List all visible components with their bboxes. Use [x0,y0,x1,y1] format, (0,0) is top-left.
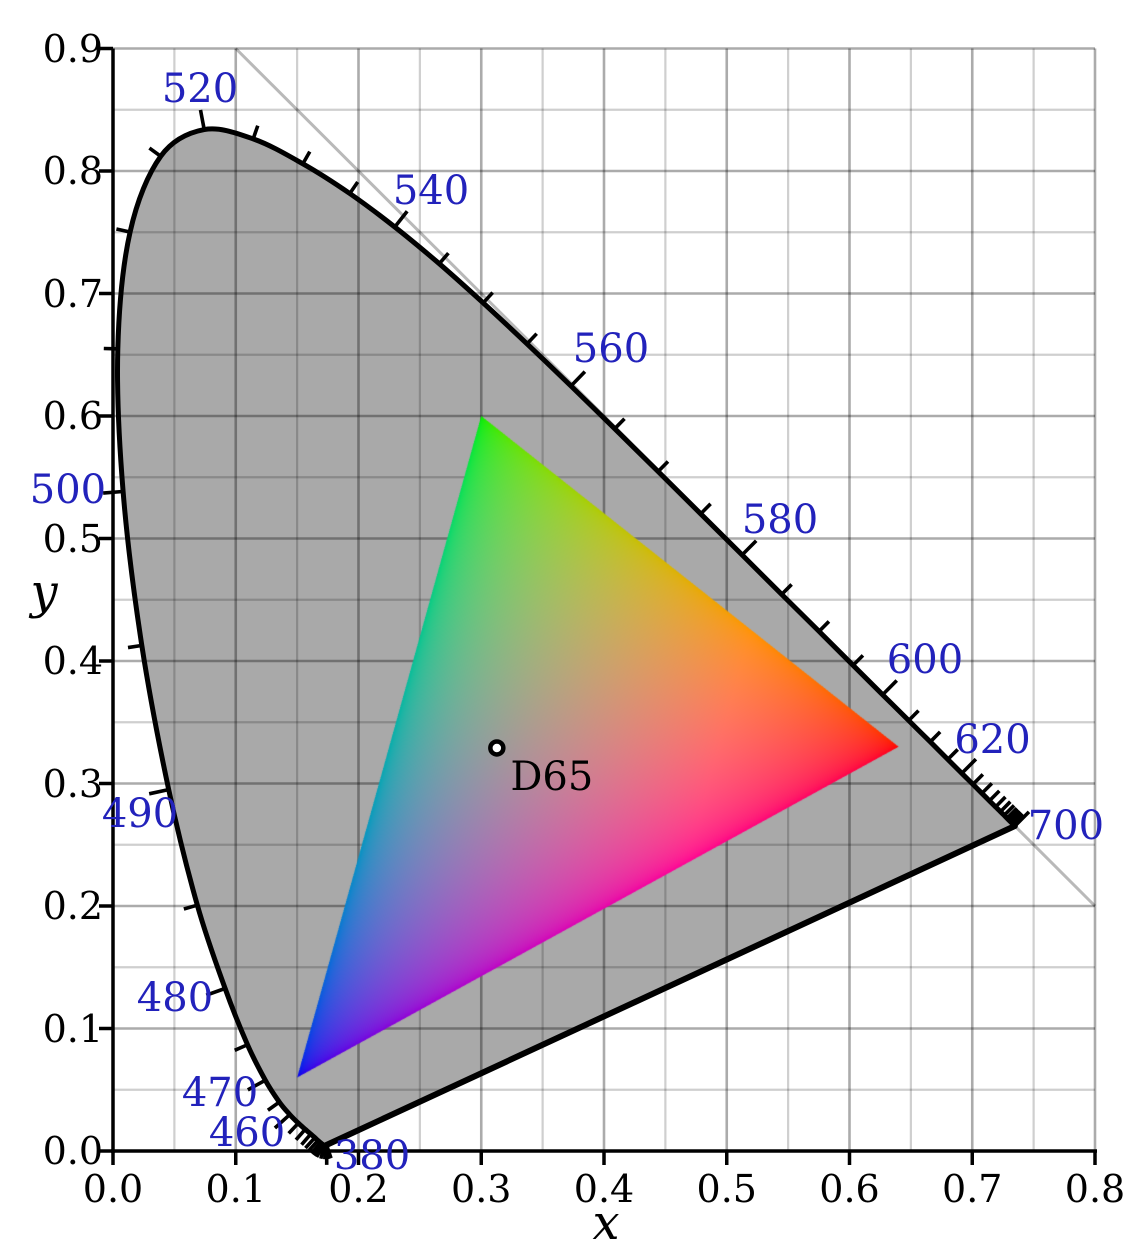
wavelength-tick-635 [989,789,1001,801]
wavelength-label-560: 560 [572,325,650,372]
wavelength-tick-660 [1009,809,1021,821]
wavelength-label-460: 460 [208,1109,286,1156]
wavelength-tick-570 [658,460,670,472]
wavelength-tick-465 [266,1101,279,1112]
y-tick-label-0.0: 0.0 [42,1129,103,1173]
wavelength-tick-575 [700,502,712,514]
y-tick-label-0.5: 0.5 [42,516,103,561]
y-tick-label-0.2: 0.2 [42,884,103,928]
wavelength-tick-655 [1007,806,1019,819]
wavelength-tick-565 [614,417,626,429]
wavelength-tick-480 [205,987,224,997]
y-axis-title: y [30,564,58,620]
d65-label: D65 [510,753,594,800]
wavelength-tick-615 [947,748,959,760]
x-tick-label-0.7: 0.7 [942,1167,1003,1211]
wavelength-tick-590 [819,620,831,632]
wavelength-label-480: 480 [136,974,214,1021]
wavelength-label-620: 620 [954,717,1031,763]
y-tick-label-0.8: 0.8 [42,149,103,193]
wavelength-tick-535 [349,180,360,193]
wavelength-label-490: 490 [101,791,179,837]
wavelength-tick-495 [127,643,141,650]
wavelength-tick-605 [908,709,920,721]
x-tick-label-0.1: 0.1 [205,1167,266,1211]
wavelength-tick-520 [198,109,206,128]
x-tick-label-0.3: 0.3 [451,1167,512,1211]
wavelength-tick-595 [853,654,865,666]
wavelength-tick-640 [995,795,1007,807]
wavelength-tick-485 [183,903,196,911]
x-tick-label-0.2: 0.2 [328,1167,389,1211]
wavelength-tick-460 [273,1114,290,1130]
spectral-locus-outline [114,126,1018,1148]
wavelength-tick-475 [233,1043,247,1052]
y-tick-label-0.6: 0.6 [42,394,103,438]
y-tick-label-0.3: 0.3 [42,761,103,806]
wavelength-tick-450 [294,1129,306,1142]
wavelength-tick-585 [781,583,793,595]
wavelength-tick-645 [1000,800,1012,812]
wavelength-tick-550 [483,291,494,303]
y-tick-label-0.1: 0.1 [42,1006,103,1051]
x-tick-label-0.5: 0.5 [696,1167,757,1211]
wavelength-tick-415 [319,1146,326,1160]
wavelength-tick-625 [973,773,985,785]
wavelength-tick-555 [527,332,538,344]
wavelength-tick-620 [961,757,978,774]
wavelength-label-500: 500 [29,466,107,513]
wavelength-tick-440 [304,1137,315,1150]
wavelength-tick-540 [394,210,409,227]
wavelength-tick-530 [302,150,312,163]
d65-marker [488,739,506,757]
wavelength-tick-580 [742,539,758,555]
wavelength-tick-490 [148,788,168,796]
wavelength-tick-560 [571,370,587,386]
wavelength-tick-650 [1004,804,1016,816]
wavelength-label-470: 470 [181,1070,259,1117]
wavelength-tick-600 [882,679,899,695]
y-tick-label-0.9: 0.9 [42,26,103,71]
line-of-purples [323,823,1018,1148]
x-tick-label-0.6: 0.6 [819,1167,880,1211]
wavelength-tick-525 [252,125,260,138]
x-axis-title: x [592,1195,620,1251]
wavelength-label-380: 380 [333,1133,411,1180]
wavelength-tick-510 [116,227,129,234]
y-tick-label-0.4: 0.4 [42,639,103,683]
wavelength-tick-545 [439,251,450,264]
wavelength-tick-630 [982,782,994,794]
srgb-gamut-gradient [295,414,901,1080]
wavelength-label-700: 700 [1027,803,1105,849]
wavelength-label-520: 520 [161,65,239,112]
wavelength-label-600: 600 [886,637,964,684]
y-tick-label-0.7: 0.7 [42,271,103,316]
wavelength-tick-470 [246,1079,265,1092]
wavelength-tick-610 [930,730,942,742]
wavelength-tick-700 [1014,810,1031,826]
x-tick-label-0.4: 0.4 [573,1167,635,1211]
wavelength-tick-455 [287,1123,299,1135]
wavelength-tick-515 [148,146,161,157]
x-tick-label-0.8: 0.8 [1064,1167,1126,1211]
wavelength-tick-445 [300,1134,311,1146]
wavelength-label-540: 540 [392,167,470,214]
x-tick-label-0.0: 0.0 [82,1167,144,1211]
wavelength-label-580: 580 [741,497,819,543]
